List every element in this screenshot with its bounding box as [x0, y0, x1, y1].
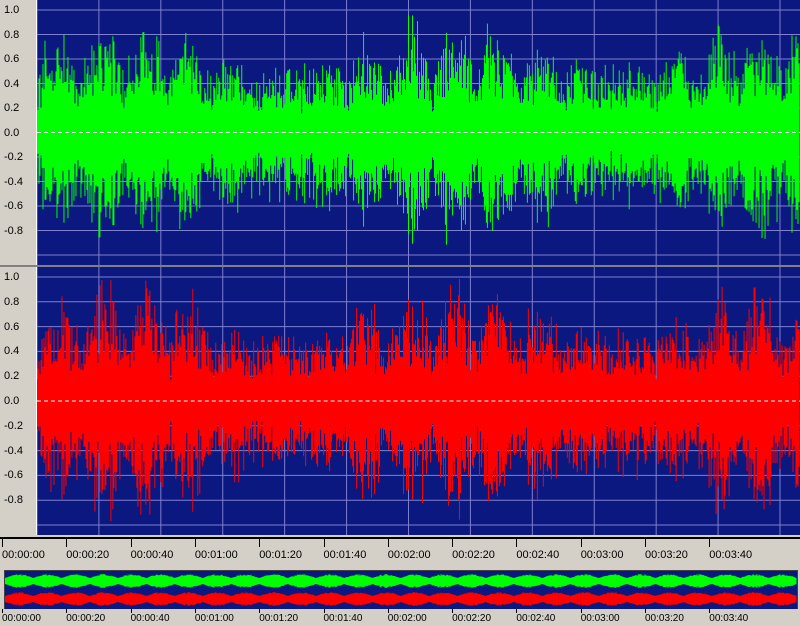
- time-tick-mark: [130, 609, 132, 613]
- time-tick-label: 00:03:20: [645, 549, 688, 561]
- y-tick-label: 0.4: [4, 345, 20, 358]
- waveform-trace: [37, 15, 800, 245]
- time-tick-label: 00:01:40: [323, 613, 363, 624]
- time-tick-mark: [387, 609, 389, 613]
- waveform-trace: [37, 279, 800, 522]
- time-tick-mark: [645, 539, 646, 547]
- y-tick-label: 0.0: [4, 126, 20, 139]
- time-tick-label: 00:02:40: [516, 613, 556, 624]
- time-tick-mark: [259, 609, 261, 613]
- y-tick-label: 0.4: [4, 77, 20, 90]
- overview-waveform[interactable]: [4, 570, 798, 610]
- right-channel-waveform[interactable]: [36, 267, 800, 535]
- time-tick-mark: [709, 539, 711, 547]
- time-tick-mark: [130, 539, 132, 547]
- time-tick-label: 00:01:00: [194, 549, 238, 561]
- time-tick-mark: [452, 539, 454, 547]
- time-tick-mark: [2, 539, 3, 547]
- y-tick-label: -0.6: [4, 469, 23, 482]
- time-tick-label: 00:01:40: [323, 549, 367, 561]
- left-channel-waveform[interactable]: [36, 0, 800, 265]
- time-tick-label: 00:03:00: [580, 549, 624, 561]
- time-tick-mark: [194, 539, 196, 547]
- time-tick-label: 00:01:00: [194, 613, 234, 624]
- overview-time-ruler[interactable]: 00:00:00 00:00:20 00:00:40 00:01:00 00:01:20…: [0, 609, 800, 626]
- y-tick-label: 0.8: [4, 295, 20, 308]
- time-tick-mark: [516, 609, 518, 613]
- time-tick-label: 00:03:40: [709, 613, 749, 624]
- y-tick-label: 0.6: [4, 320, 20, 333]
- time-tick-label: 00:03:20: [645, 613, 684, 624]
- y-tick-label: 1.0: [4, 271, 20, 283]
- y-tick-label: -0.2: [4, 419, 23, 432]
- time-tick-label: 00:02:20: [452, 549, 495, 561]
- left-channel-panel[interactable]: 1.0 0.8 0.6 0.4 0.2 0.0 -0.2 -0.4 -0.6 -0.8: [0, 0, 800, 265]
- time-tick-label: 00:02:40: [516, 549, 560, 561]
- overview-trace: [5, 592, 797, 606]
- time-tick-label: 00:00:00: [2, 613, 41, 624]
- time-tick-mark: [645, 609, 646, 613]
- time-tick-label: 00:00:40: [130, 549, 174, 561]
- y-tick-label: -0.4: [4, 175, 23, 188]
- overview-trace: [5, 574, 797, 588]
- time-tick-mark: [323, 539, 325, 547]
- time-tick-mark: [66, 609, 68, 613]
- time-tick-mark: [2, 609, 3, 613]
- time-tick-mark: [516, 539, 518, 547]
- time-ruler[interactable]: 00:00:00 00:00:20 00:00:40 00:01:00 00:01:20…: [0, 537, 800, 569]
- time-tick-label: 00:00:00: [2, 549, 45, 561]
- y-tick-label: 1.0: [4, 4, 20, 16]
- y-tick-label: -0.4: [4, 444, 23, 457]
- time-tick-label: 00:00:20: [66, 549, 110, 561]
- time-tick-mark: [387, 539, 389, 547]
- time-tick-label: 00:01:20: [259, 549, 303, 561]
- y-tick-label: 0.2: [4, 370, 20, 383]
- time-tick-mark: [259, 539, 261, 547]
- y-tick-label: 0.8: [4, 28, 20, 41]
- time-tick-label: 00:00:20: [66, 613, 106, 624]
- time-tick-label: 00:03:00: [580, 613, 620, 624]
- y-tick-label: -0.2: [4, 151, 23, 163]
- y-tick-label: 0.6: [4, 53, 20, 65]
- y-tick-label: -0.6: [4, 200, 23, 212]
- y-tick-label: 0.2: [4, 102, 20, 114]
- time-tick-label: 00:03:40: [709, 549, 753, 561]
- time-tick-label: 00:02:20: [452, 613, 492, 624]
- right-channel-panel[interactable]: 1.0 0.8 0.6 0.4 0.2 0.0 -0.2 -0.4 -0.6 -0.8: [0, 267, 800, 535]
- y-tick-label: -0.8: [4, 494, 23, 507]
- time-tick-mark: [323, 609, 325, 613]
- time-tick-label: 00:01:20: [259, 613, 299, 624]
- time-tick-mark: [452, 609, 454, 613]
- channel-divider[interactable]: [0, 265, 800, 267]
- time-tick-label: 00:02:00: [387, 613, 427, 624]
- time-tick-mark: [709, 609, 711, 613]
- time-tick-label: 00:00:40: [130, 613, 170, 624]
- y-tick-label: 0.0: [4, 395, 20, 407]
- y-tick-label: -0.8: [4, 224, 23, 237]
- time-tick-mark: [66, 539, 68, 547]
- time-tick-mark: [580, 539, 582, 547]
- time-tick-mark: [580, 609, 582, 613]
- time-tick-label: 00:02:00: [387, 549, 431, 561]
- time-tick-mark: [194, 609, 196, 613]
